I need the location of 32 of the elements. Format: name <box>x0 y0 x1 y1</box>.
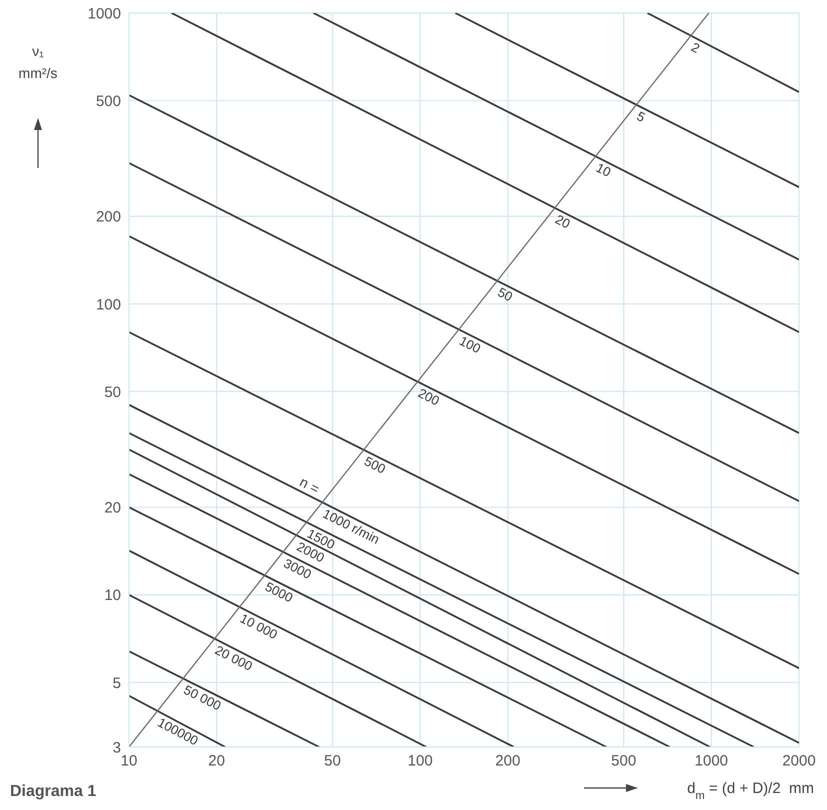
text: 10 <box>594 160 614 180</box>
y-tick-label: 200 <box>96 208 121 226</box>
text: 50 <box>495 284 516 304</box>
x-tick-label: 20 <box>208 752 225 770</box>
y-tick-label: 100 <box>96 296 121 314</box>
text: 50 000 <box>181 682 224 714</box>
y-tick-label: 1000 <box>88 5 121 22</box>
text: 100 <box>456 333 484 356</box>
x-tick-label: 100 <box>408 752 433 770</box>
text: 2 <box>688 39 702 56</box>
y-tick-label: 20 <box>104 500 121 517</box>
text: Diagrama 1 <box>10 783 96 800</box>
text: 20 000 <box>212 642 255 674</box>
x-tick-label: 200 <box>495 752 520 770</box>
annotation: n = <box>297 474 322 497</box>
x-tick-label: 2000 <box>782 752 816 770</box>
y-tick-label: 500 <box>96 92 121 110</box>
x-tick-label: 500 <box>611 752 636 770</box>
text: 5000 <box>262 578 296 606</box>
x-tick-label: 50 <box>324 752 341 770</box>
x-tick-label: 1000 <box>694 752 728 770</box>
text: 500 <box>362 453 388 477</box>
text: 5 <box>634 108 648 125</box>
y-tick-label: 3 <box>112 739 121 756</box>
y-tick-label: 5 <box>112 674 121 692</box>
text: 20 <box>552 212 573 232</box>
text: 200 <box>416 385 442 408</box>
text: 10 000 <box>238 610 280 642</box>
y-tick-label: 10 <box>104 587 121 604</box>
x-axis-title: d$_{m}$ = (d + D)/2 mm <box>687 780 814 802</box>
y-axis-title: ν₁ mm²/s <box>18 43 58 81</box>
y-tick-label: 50 <box>104 384 121 401</box>
